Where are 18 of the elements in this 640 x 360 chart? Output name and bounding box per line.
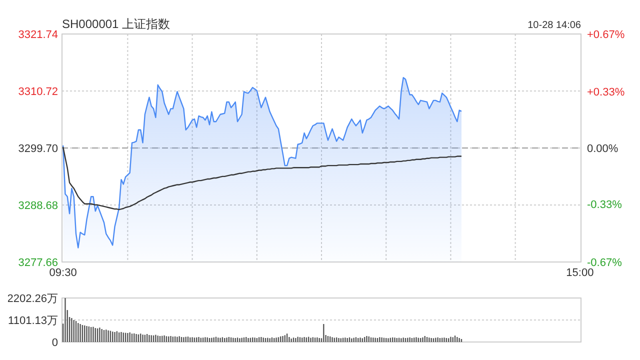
- y-tick-label: 3299.70: [18, 142, 58, 155]
- y-tick-label: 2202.26万: [7, 292, 58, 305]
- y-tick-label: 3321.74: [18, 28, 58, 41]
- x-tick-label: 09:30: [49, 267, 77, 279]
- y-tick-label: 0: [52, 336, 58, 349]
- y-tick-label: 1101.13万: [8, 314, 58, 327]
- x-tick-label: 15:00: [566, 267, 594, 279]
- y2-tick-label: -0.33%: [587, 199, 622, 211]
- y-tick-label: 3277.66: [18, 256, 58, 269]
- line-series: [62, 146, 462, 210]
- y2-tick-label: +0.33%: [587, 86, 625, 99]
- y-tick-label: 3310.72: [18, 86, 58, 98]
- y2-tick-label: 0.00%: [587, 142, 618, 155]
- chart-title: SH000001 上证指数: [62, 17, 170, 31]
- y2-tick-label: +0.67%: [587, 28, 625, 41]
- y-tick-label: 3288.68: [18, 200, 58, 212]
- y2-tick-label: -0.67%: [587, 256, 622, 269]
- text: 10-28 14:06: [528, 20, 582, 31]
